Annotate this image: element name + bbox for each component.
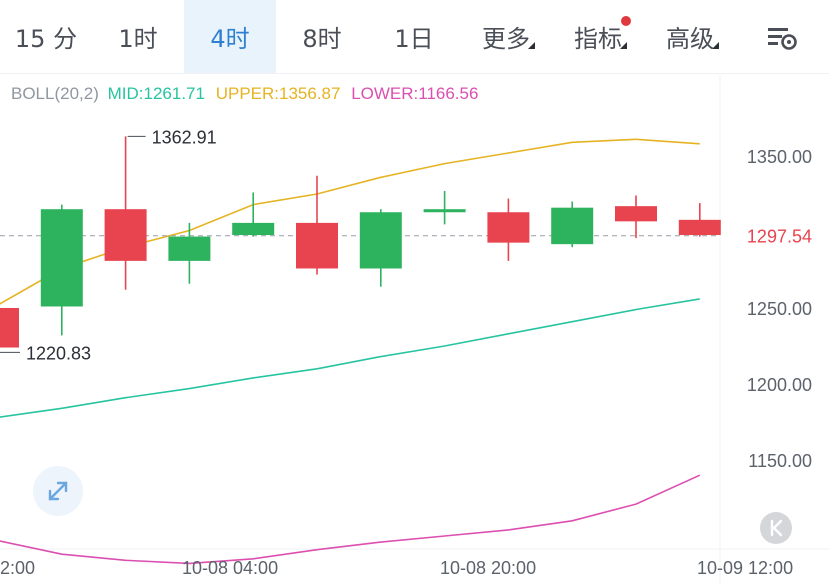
tab-label: 8时: [302, 25, 342, 53]
expand-arrows-icon: [48, 481, 68, 501]
tab-label: 更多: [482, 25, 530, 53]
boll-upper-value: UPPER:1356.87: [215, 84, 341, 103]
dropdown-corner-icon: [712, 42, 719, 49]
tab-0[interactable]: 15 分: [0, 0, 92, 73]
candle-body: [0, 308, 19, 348]
tab-label: 1时: [118, 25, 158, 53]
y-tick-label: 1350.00: [747, 147, 812, 167]
candle-body: [551, 207, 594, 245]
notification-dot: [621, 16, 631, 26]
scroll-to-latest-button[interactable]: [760, 512, 792, 544]
boll-lower-value: LOWER:1166.56: [351, 84, 479, 103]
x-tick-label: 10-08 04:00: [182, 558, 278, 578]
tab-label: 15 分: [14, 25, 78, 53]
boll-lower-line: [0, 474, 701, 565]
y-tick-label: 1250.00: [747, 299, 812, 319]
tab-6[interactable]: 指标: [552, 0, 644, 73]
y-tick-label: 1200.00: [747, 375, 812, 395]
low-annotation-label: 1220.83: [26, 343, 91, 363]
current-price-label: 1297.54: [747, 227, 812, 247]
dropdown-corner-icon: [528, 42, 535, 49]
dropdown-corner-icon: [620, 42, 627, 49]
candle-body: [359, 212, 402, 269]
candle-body: [487, 212, 530, 243]
expand-chart-button[interactable]: [33, 466, 83, 516]
boll-mid-line: [0, 298, 700, 418]
chart-settings-icon: [768, 28, 797, 50]
candle-body: [104, 209, 147, 261]
tab-3[interactable]: 8时: [276, 0, 368, 73]
candle-body: [678, 219, 721, 236]
boll-indicator-legend: BOLL(20,2) MID:1261.71 UPPER:1356.87 LOW…: [11, 84, 484, 104]
tab-5[interactable]: 更多: [460, 0, 552, 73]
candlestick-chart: 1362.91 1220.83 1350.00 1250.00 1200.00 1150.…: [0, 75, 829, 584]
candle-body: [40, 209, 83, 307]
k-rewind-icon: [770, 519, 783, 537]
y-tick-label: 1150.00: [748, 451, 812, 471]
high-annotation-label: 1362.91: [152, 127, 217, 147]
candle-body: [232, 222, 275, 236]
tab-label: 指标: [574, 25, 622, 53]
x-tick-label: 2:00: [0, 558, 35, 578]
tab-2[interactable]: 4时: [184, 0, 276, 73]
candle-body: [168, 236, 211, 261]
candle-body: [296, 222, 338, 269]
candle-body: [423, 209, 466, 213]
candle-body: [615, 206, 657, 222]
timeframe-tabs: 15 分 1时 4时 8时 1日 更多 指标 高级: [0, 0, 829, 74]
chart-settings-button[interactable]: [762, 20, 802, 54]
x-tick-label: 10-09 12:00: [697, 558, 793, 578]
tab-1[interactable]: 1时: [92, 0, 184, 73]
tab-7[interactable]: 高级: [644, 0, 736, 73]
tab-label: 高级: [666, 25, 714, 53]
boll-mid-value: MID:1261.71: [107, 84, 205, 103]
boll-name: BOLL(20,2): [11, 84, 99, 103]
x-tick-label: 10-08 20:00: [440, 558, 536, 578]
tab-4[interactable]: 1日: [368, 0, 460, 73]
tab-label: 1日: [394, 25, 434, 53]
tab-label: 4时: [210, 25, 250, 53]
